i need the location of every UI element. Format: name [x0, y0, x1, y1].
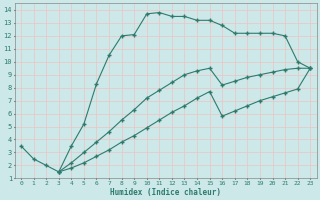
X-axis label: Humidex (Indice chaleur): Humidex (Indice chaleur) — [110, 188, 221, 197]
